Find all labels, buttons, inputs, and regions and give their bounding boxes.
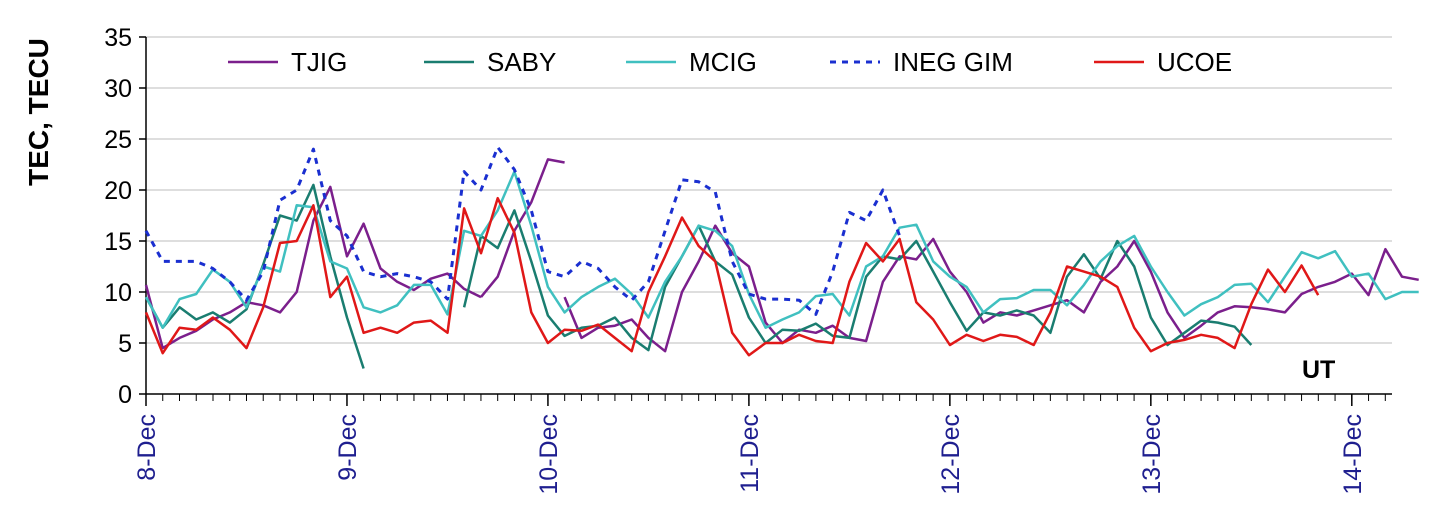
x-tick-label-12-Dec: 12-Dec — [937, 414, 965, 495]
series-line-segment — [144, 196, 1320, 357]
y-tick-label-10: 10 — [104, 279, 132, 307]
y-tick-label-25: 25 — [104, 126, 132, 154]
x-tick-label-10-Dec: 10-Dec — [535, 414, 563, 495]
series-mcig — [144, 170, 1419, 329]
series-line-segment — [144, 170, 1419, 329]
series-line-segment — [144, 145, 902, 316]
gridlines — [146, 36, 1392, 344]
legend-label: UCOE — [1157, 47, 1232, 77]
legend-label: TJIG — [291, 47, 347, 77]
series-line-segment — [563, 224, 1419, 353]
series-line-segment — [480, 158, 565, 298]
series-tjig — [144, 158, 1419, 353]
y-tick-label-15: 15 — [104, 228, 132, 256]
axes — [139, 36, 1392, 406]
x-tick-label-9-Dec: 9-Dec — [334, 414, 362, 481]
ut-annotation: UT — [1302, 356, 1335, 384]
legend-label: SABY — [487, 47, 556, 77]
y-tick-label-30: 30 — [104, 75, 132, 103]
series-line-segment — [144, 183, 365, 369]
series-ucoe — [144, 196, 1320, 357]
series-ineg-gim — [144, 145, 902, 316]
series-line-segment — [462, 209, 1253, 352]
legend: TJIG SABY MCIG INEG GIM UCOE — [228, 47, 1232, 77]
y-tick-label-20: 20 — [104, 177, 132, 205]
legend-label: MCIG — [689, 47, 757, 77]
y-tick-label-0: 0 — [118, 381, 132, 409]
y-tick-label-35: 35 — [104, 24, 132, 52]
x-tick-labels: 8-Dec 9-Dec 10-Dec 11-Dec 12-Dec 13-Dec 14-Dec — [133, 414, 1367, 495]
y-tick-label-5: 5 — [118, 330, 132, 358]
x-tick-label-8-Dec: 8-Dec — [133, 414, 161, 481]
y-axis-label: TEC, TECU — [23, 38, 54, 186]
x-tick-label-13-Dec: 13-Dec — [1138, 414, 1166, 495]
y-tick-labels: 0 5 10 15 20 25 30 35 — [104, 24, 132, 409]
legend-label: INEG GIM — [893, 47, 1013, 77]
series-lines — [144, 145, 1419, 369]
x-tick-label-14-Dec: 14-Dec — [1339, 414, 1367, 495]
x-tick-label-11-Dec: 11-Dec — [736, 414, 764, 493]
series-saby — [144, 183, 1253, 369]
